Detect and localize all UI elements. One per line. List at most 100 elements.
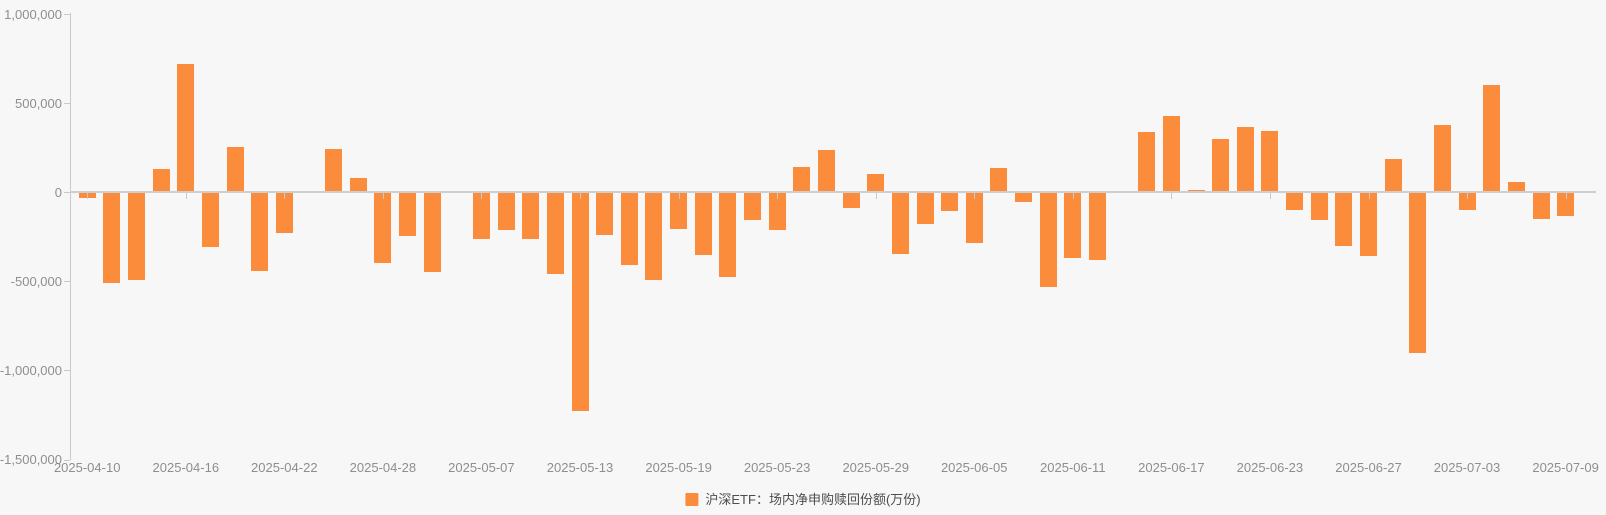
- bar[interactable]: [596, 192, 614, 235]
- legend-item[interactable]: 沪深ETF：场内净申购赎回份额(万份): [685, 492, 921, 507]
- bar[interactable]: [793, 166, 811, 193]
- bar[interactable]: [1162, 115, 1180, 193]
- bar[interactable]: [1064, 192, 1082, 259]
- bar[interactable]: [1409, 192, 1427, 353]
- bar[interactable]: [694, 192, 712, 255]
- bar[interactable]: [1212, 138, 1230, 193]
- bar[interactable]: [620, 192, 638, 266]
- bar[interactable]: [916, 192, 934, 225]
- x-axis-tick: [1072, 193, 1074, 199]
- x-tick-label: 2025-04-28: [349, 460, 417, 475]
- x-axis-tick: [1171, 193, 1173, 199]
- bar[interactable]: [1310, 192, 1328, 220]
- bar[interactable]: [522, 192, 540, 240]
- x-axis-tick: [481, 193, 483, 199]
- y-axis-tick: [64, 281, 70, 283]
- y-axis-tick: [64, 370, 70, 372]
- bar[interactable]: [867, 173, 885, 193]
- x-tick-label: 2025-04-16: [152, 460, 220, 475]
- bar[interactable]: [1335, 192, 1353, 246]
- x-axis-zero-line: [70, 191, 1596, 193]
- bar[interactable]: [670, 192, 688, 229]
- x-axis-tick: [1565, 193, 1567, 199]
- bar[interactable]: [768, 192, 786, 230]
- bar[interactable]: [1360, 192, 1377, 257]
- x-axis-tick: [678, 193, 680, 199]
- x-axis-tick: [87, 193, 89, 199]
- bar[interactable]: [1015, 192, 1032, 203]
- bar[interactable]: [423, 192, 441, 273]
- x-tick-label: 2025-04-10: [53, 460, 121, 475]
- bar[interactable]: [497, 192, 515, 230]
- legend-label: 沪深ETF：场内净申购赎回份额(万份): [705, 492, 921, 507]
- bar[interactable]: [1507, 181, 1525, 193]
- x-tick-label: 2025-06-27: [1335, 460, 1402, 475]
- bar[interactable]: [645, 192, 663, 280]
- x-tick-label: 2025-06-23: [1236, 460, 1304, 475]
- bar[interactable]: [251, 192, 269, 271]
- bar[interactable]: [275, 192, 293, 234]
- x-axis-tick: [382, 193, 384, 199]
- bar[interactable]: [103, 192, 121, 284]
- bar[interactable]: [891, 192, 909, 254]
- legend-swatch-icon: [685, 493, 699, 506]
- bar[interactable]: [1532, 192, 1550, 219]
- bar[interactable]: [842, 192, 860, 209]
- bar[interactable]: [1138, 131, 1156, 193]
- y-tick-label: -1,500,000: [0, 452, 62, 467]
- x-axis-tick: [1368, 193, 1370, 199]
- x-axis-tick: [974, 193, 976, 199]
- bar[interactable]: [226, 146, 244, 193]
- bar[interactable]: [1458, 192, 1476, 211]
- bar[interactable]: [399, 192, 416, 236]
- y-tick-label: 0: [54, 184, 62, 200]
- bar[interactable]: [152, 169, 170, 193]
- bar[interactable]: [744, 192, 761, 220]
- bar[interactable]: [1433, 124, 1451, 193]
- x-tick-label: 2025-05-19: [645, 460, 712, 475]
- x-tick-label: 2025-05-29: [842, 460, 909, 475]
- x-axis-tick: [875, 193, 877, 199]
- bar[interactable]: [177, 64, 195, 193]
- x-tick-label: 2025-06-17: [1138, 460, 1205, 475]
- bar[interactable]: [1483, 85, 1501, 193]
- x-axis-tick: [580, 193, 581, 199]
- x-axis-tick: [185, 193, 187, 199]
- bar[interactable]: [201, 192, 219, 247]
- y-tick-label: -500,000: [10, 273, 62, 289]
- bar[interactable]: [472, 192, 490, 240]
- bar[interactable]: [941, 192, 959, 211]
- bar[interactable]: [1261, 130, 1279, 193]
- y-axis-tick: [64, 103, 70, 105]
- bar[interactable]: [965, 192, 983, 244]
- bar[interactable]: [1557, 192, 1575, 217]
- bar[interactable]: [719, 192, 737, 277]
- bar[interactable]: [128, 192, 145, 280]
- x-axis-tick: [1467, 193, 1468, 199]
- bar[interactable]: [325, 148, 343, 193]
- bar[interactable]: [546, 192, 564, 275]
- x-axis-tick: [284, 193, 286, 199]
- y-axis-line: [70, 13, 71, 460]
- bar[interactable]: [1384, 158, 1402, 193]
- x-tick-label: 2025-07-09: [1532, 460, 1599, 475]
- x-tick-label: 2025-05-23: [743, 460, 811, 475]
- bar[interactable]: [571, 192, 589, 412]
- bar[interactable]: [1088, 192, 1106, 260]
- bar[interactable]: [817, 149, 835, 193]
- bar[interactable]: [1187, 189, 1205, 193]
- bar[interactable]: [374, 192, 392, 264]
- x-tick-label: 2025-05-13: [546, 460, 614, 475]
- x-axis-tick: [1269, 193, 1271, 199]
- bar[interactable]: [1236, 127, 1254, 193]
- y-tick-label: 500,000: [15, 95, 62, 111]
- y-tick-label: 1,000,000: [4, 6, 62, 22]
- x-axis-tick: [777, 193, 779, 199]
- bar[interactable]: [1286, 192, 1304, 211]
- bar[interactable]: [990, 168, 1008, 193]
- x-tick-label: 2025-07-03: [1433, 460, 1501, 475]
- x-tick-label: 2025-06-11: [1040, 460, 1106, 475]
- bar[interactable]: [349, 178, 367, 193]
- bar[interactable]: [1039, 192, 1057, 287]
